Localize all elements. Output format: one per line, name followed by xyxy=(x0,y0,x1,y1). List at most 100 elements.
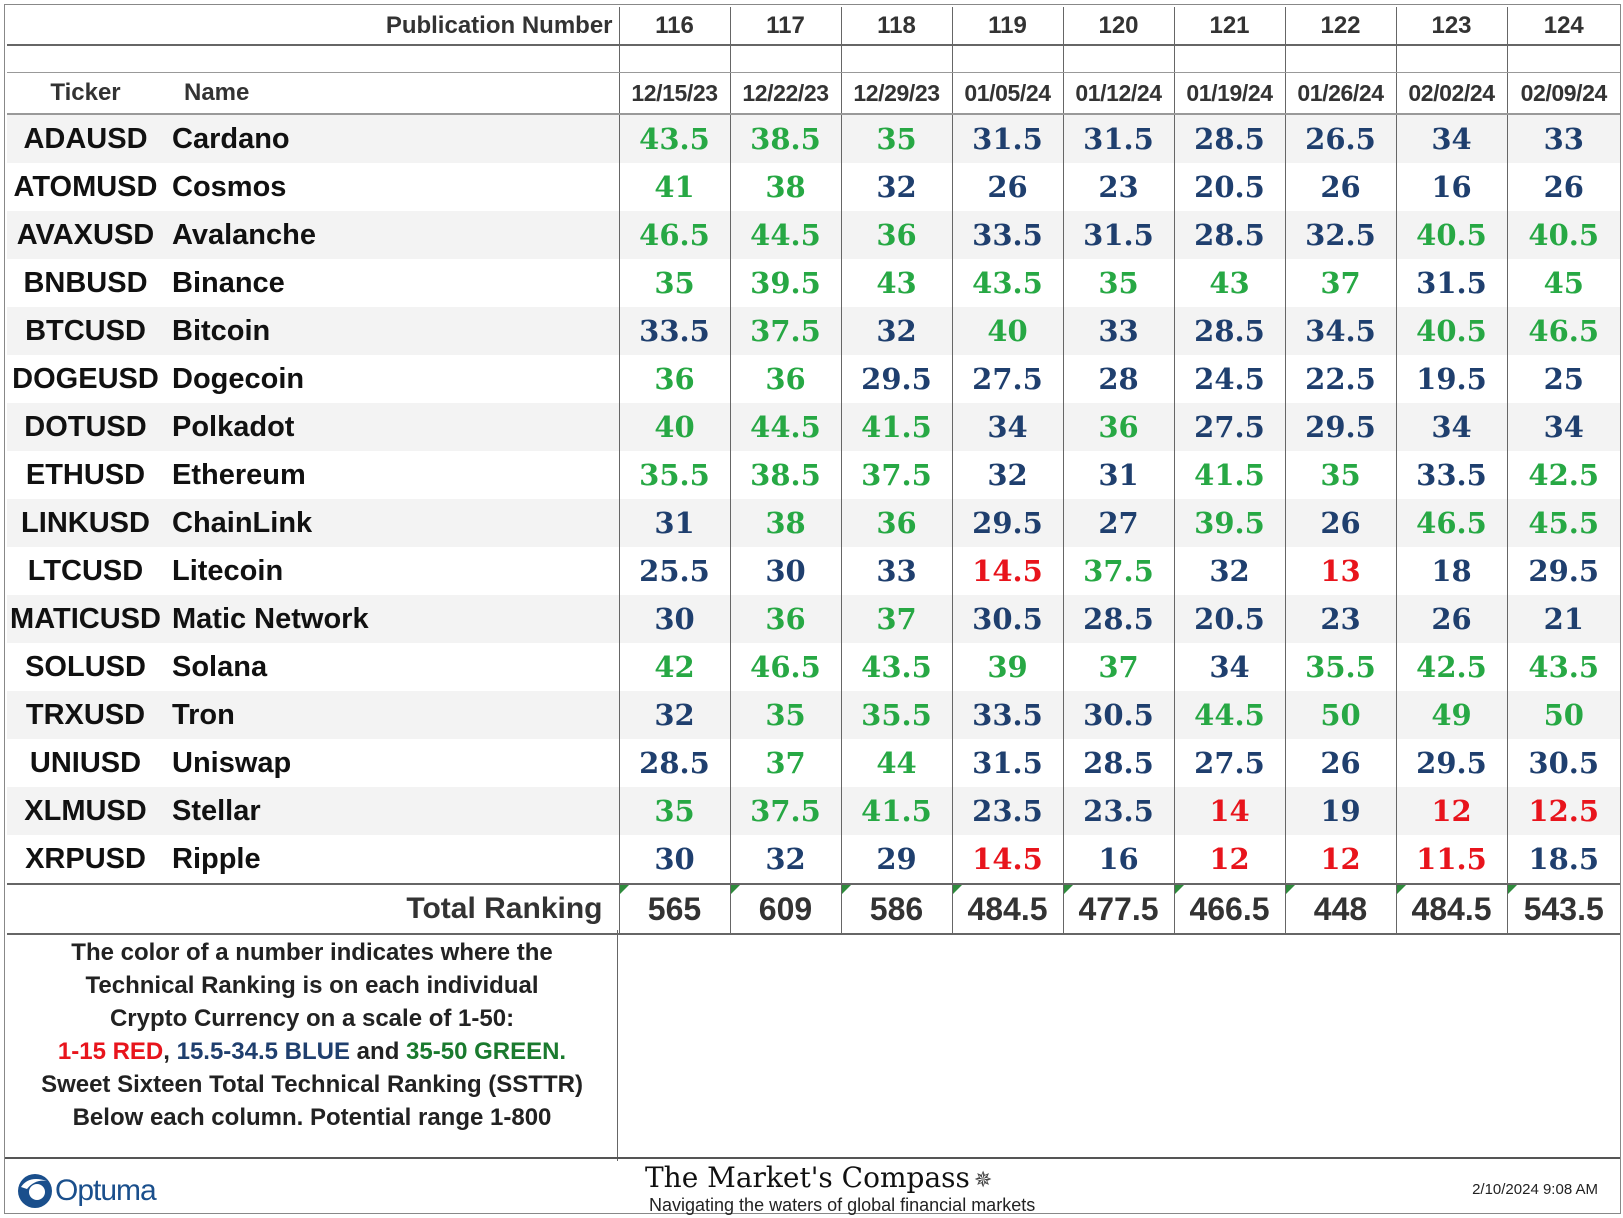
total-ranking-value: 448 xyxy=(1313,890,1368,927)
ranking-cell: 27 xyxy=(1062,499,1174,547)
ranking-cell: 26 xyxy=(1284,739,1396,787)
ranking-cell: 23.5 xyxy=(1062,787,1174,835)
optuma-logo: Optuma xyxy=(17,1171,157,1211)
ranking-cell: 16 xyxy=(1062,835,1174,884)
total-ranking-label: Total Ranking xyxy=(7,883,619,935)
ranking-cell: 32 xyxy=(1173,547,1285,595)
total-ranking-cell: 609 xyxy=(729,883,841,935)
table-row: UNIUSD Uniswap 28.5 37 44 31.5 28.5 27.5 26 29.5 3… xyxy=(7,739,1620,787)
ranking-cell: 37.5 xyxy=(729,307,841,355)
ranking-cell: 29.5 xyxy=(1506,547,1620,595)
comment-marker-icon xyxy=(731,886,740,894)
ranking-cell: 13 xyxy=(1284,547,1396,595)
market-compass-subtitle: Navigating the waters of global financia… xyxy=(649,1195,1036,1215)
publication-number: 120 xyxy=(1062,7,1174,46)
name-cell: Dogecoin xyxy=(172,362,305,395)
name-cell: Ripple xyxy=(172,842,261,875)
ranking-cell: 38.5 xyxy=(729,114,841,163)
ranking-cell: 32 xyxy=(729,835,841,884)
ranking-cell: 12 xyxy=(1173,835,1285,884)
publication-number: 116 xyxy=(618,7,730,46)
comment-marker-icon xyxy=(953,886,962,894)
ranking-cell: 38 xyxy=(729,163,841,211)
ranking-cell: 35.5 xyxy=(618,451,730,499)
total-ranking-cell: 477.5 xyxy=(1062,883,1174,935)
ranking-cell: 44.5 xyxy=(729,211,841,259)
ticker-header: Ticker xyxy=(7,72,164,115)
ranking-cell: 33.5 xyxy=(951,211,1063,259)
publication-number: 118 xyxy=(840,7,952,46)
ranking-cell: 12 xyxy=(1284,835,1396,884)
ranking-cell: 40.5 xyxy=(1395,307,1507,355)
ranking-cell: 18.5 xyxy=(1506,835,1620,884)
table-row: DOGEUSD Dogecoin 36 36 29.5 27.5 28 24.5 22.5 19.… xyxy=(7,355,1620,403)
ranking-cell: 29.5 xyxy=(1395,739,1507,787)
ranking-cell: 12 xyxy=(1395,787,1507,835)
ranking-cell: 37.5 xyxy=(729,787,841,835)
ranking-cell: 50 xyxy=(1284,691,1396,739)
ranking-cell: 37 xyxy=(1284,259,1396,307)
ranking-cell: 16 xyxy=(1395,163,1507,211)
comment-marker-icon xyxy=(620,886,629,894)
legend-red: 1-15 RED xyxy=(57,1038,164,1065)
ranking-cell: 43.5 xyxy=(1506,643,1620,691)
ranking-cell: 35.5 xyxy=(840,691,952,739)
ranking-cell: 30.5 xyxy=(1506,739,1620,787)
ranking-cell: 35 xyxy=(729,691,841,739)
legend-line: Below each column. Potential range 1-800 xyxy=(72,1104,552,1131)
table-row: AVAXUSD Avalanche 46.5 44.5 36 33.5 31.5 28.5 32… xyxy=(7,211,1620,259)
name-cell: Avalanche xyxy=(164,211,619,259)
ticker-cell: LTCUSD xyxy=(27,554,144,587)
ranking-cell: 40.5 xyxy=(1395,211,1507,259)
ranking-cell: 19.5 xyxy=(1395,355,1507,403)
ranking-cell: 43 xyxy=(840,259,952,307)
ranking-cell: 34 xyxy=(1506,403,1620,451)
publication-number: 121 xyxy=(1173,7,1285,46)
total-ranking-cell: 586 xyxy=(840,883,952,935)
name-cell: Litecoin xyxy=(172,554,284,587)
comment-marker-icon xyxy=(1508,886,1517,894)
ranking-cell: 38 xyxy=(729,499,841,547)
ranking-cell: 36 xyxy=(840,499,952,547)
ranking-cell: 39 xyxy=(951,643,1063,691)
ticker-cell: ETHUSD xyxy=(25,458,146,491)
ticker-cell: SOLUSD xyxy=(25,650,146,683)
ranking-cell: 44.5 xyxy=(729,403,841,451)
ranking-cell: 34 xyxy=(1395,114,1507,163)
ranking-cell: 42.5 xyxy=(1395,643,1507,691)
ranking-cell: 35 xyxy=(1284,451,1396,499)
publication-date: 01/12/24 xyxy=(1062,72,1174,115)
ranking-cell: 44 xyxy=(840,739,952,787)
name-cell: Binance xyxy=(172,266,285,299)
ticker-cell: BTCUSD xyxy=(7,307,164,355)
ranking-cell: 21 xyxy=(1506,595,1620,643)
footer: Optuma The Market's Compass ✵ Navigating … xyxy=(5,1157,1620,1215)
ranking-cell: 26 xyxy=(1284,163,1396,211)
color-legend: The color of a number indicates where th… xyxy=(7,930,618,1161)
table-row: BNBUSD Binance 35 39.5 43 43.5 35 43 37 31.5 45 xyxy=(7,259,1620,307)
ranking-cell: 33 xyxy=(840,547,952,595)
ranking-cell: 44.5 xyxy=(1173,691,1285,739)
ranking-cell: 33.5 xyxy=(618,307,730,355)
publication-number: 117 xyxy=(729,7,841,46)
ticker-cell: BNBUSD xyxy=(23,266,148,299)
publication-date: 01/19/24 xyxy=(1173,72,1285,115)
ranking-cell: 42.5 xyxy=(1506,451,1620,499)
ranking-cell: 26 xyxy=(1284,499,1396,547)
spacer-row xyxy=(7,45,1620,73)
ranking-cell: 40.5 xyxy=(1506,211,1620,259)
ranking-cell: 34 xyxy=(1173,643,1285,691)
total-ranking-value: 466.5 xyxy=(1189,890,1270,927)
table-row: ADAUSD Cardano 43.5 38.5 35 31.5 31.5 28.5 26.5 3… xyxy=(7,114,1620,163)
ranking-cell: 27.5 xyxy=(1173,403,1285,451)
table-row: XLMUSD Stellar 35 37.5 41.5 23.5 23.5 14 19 12 12.… xyxy=(7,787,1620,835)
ticker-cell: DOTUSD xyxy=(7,403,164,451)
ranking-cell: 28.5 xyxy=(1062,595,1174,643)
publication-number: 119 xyxy=(951,7,1063,46)
ranking-cell: 23.5 xyxy=(951,787,1063,835)
ranking-cell: 28.5 xyxy=(1062,739,1174,787)
ranking-cell: 46.5 xyxy=(1395,499,1507,547)
ranking-cell: 23 xyxy=(1062,163,1174,211)
ranking-cell: 37 xyxy=(1062,643,1174,691)
ranking-cell: 41 xyxy=(618,163,730,211)
